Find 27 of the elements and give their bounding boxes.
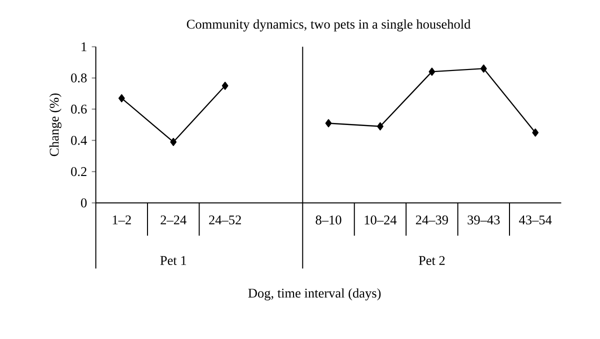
point [532,128,539,137]
point [325,119,332,128]
point [377,122,384,130]
y-tick-label: 0.8 [71,73,87,82]
y-tick-label: 0.2 [71,167,86,176]
chart-title: Community dynamics, two pets in a single household [186,19,471,32]
point [222,82,228,90]
y-tick-label: 1 [82,42,86,52]
x-tick-label: 2–24 [160,215,186,224]
text: Pet 2 [418,256,445,265]
y-tick-label: 0.6 [71,104,87,114]
y-tick-label: 0.4 [71,136,87,145]
point [170,138,177,146]
point [118,94,125,102]
x-tick-label: 8–10 [316,215,342,224]
text: Pet 1 [160,256,186,265]
y-tick-label: 0 [81,198,87,208]
x-tick-label: 1–2 [112,215,131,224]
x-axis-title: Dog, time interval (days) [248,288,381,300]
point [428,68,436,76]
point [480,64,487,73]
x-tick-label: 43–54 [519,215,552,224]
x-tick-label: 10–24 [364,215,397,224]
x-tick-label: 24–39 [416,215,448,224]
x-tick-label: 24–52 [209,215,241,224]
y-axis-title: Change (%) [49,93,62,156]
x-tick-label: 39–43 [468,215,500,224]
